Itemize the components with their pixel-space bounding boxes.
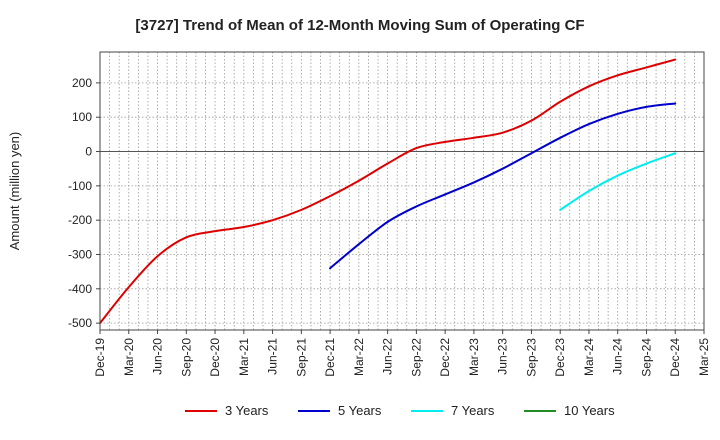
x-tick-label: Dec-20 [208,338,222,377]
legend: 3 Years 5 Years 7 Years 10 Years [185,403,615,418]
series-line-5-years [329,102,677,270]
x-tick-label: Dec-21 [323,338,337,377]
x-tick-label: Mar-25 [697,338,711,376]
chart-title: [3727] Trend of Mean of 12-Month Moving … [135,17,584,34]
x-axis-ticks: Dec-19 Mar-20 Jun-20 Sep-20 Dec-20 Mar-21 Jun-… [93,330,711,377]
x-tick-label: Sep-23 [524,338,538,377]
legend-label-5-years: 5 Years [338,403,382,418]
x-tick-label: Jun-20 [151,338,165,375]
legend-label-7-years: 7 Years [451,403,495,418]
x-tick-label: Mar-22 [352,338,366,376]
x-tick-label: Sep-24 [639,338,653,377]
series-line-7-years [559,152,677,211]
legend-label-10-years: 10 Years [564,403,615,418]
y-tick-label: -200 [68,213,92,227]
x-tick-label: Sep-20 [179,338,193,377]
x-tick-label: Sep-21 [294,338,308,377]
legend-label-3-years: 3 Years [225,403,269,418]
x-tick-label: Jun-24 [611,338,625,375]
x-tick-label: Mar-23 [467,338,481,376]
grid [100,52,704,330]
x-tick-label: Mar-21 [237,338,251,376]
x-tick-label: Dec-19 [93,338,107,377]
y-tick-label: -100 [68,179,92,193]
x-tick-label: Mar-24 [582,338,596,376]
series-layer [99,58,677,325]
y-tick-label: 100 [72,110,92,124]
y-tick-label: -500 [68,316,92,330]
x-tick-label: Dec-22 [438,338,452,377]
x-tick-label: Sep-22 [409,338,423,377]
y-tick-label: -400 [68,282,92,296]
x-tick-label: Mar-20 [122,338,136,376]
y-tick-label: -300 [68,247,92,261]
x-tick-label: Jun-23 [496,338,510,375]
series-line-3-years [99,58,677,325]
y-axis-ticks: -500 -400 -300 -200 -100 0 100 200 [68,76,100,330]
x-tick-label: Jun-21 [266,338,280,375]
plot-frame [99,51,705,331]
y-tick-label: 0 [85,145,92,159]
y-tick-label: 200 [72,76,92,90]
x-tick-label: Dec-24 [668,338,682,377]
x-tick-label: Dec-23 [553,338,567,377]
y-axis-label: Amount (million yen) [7,132,22,251]
x-tick-label: Jun-22 [381,338,395,375]
